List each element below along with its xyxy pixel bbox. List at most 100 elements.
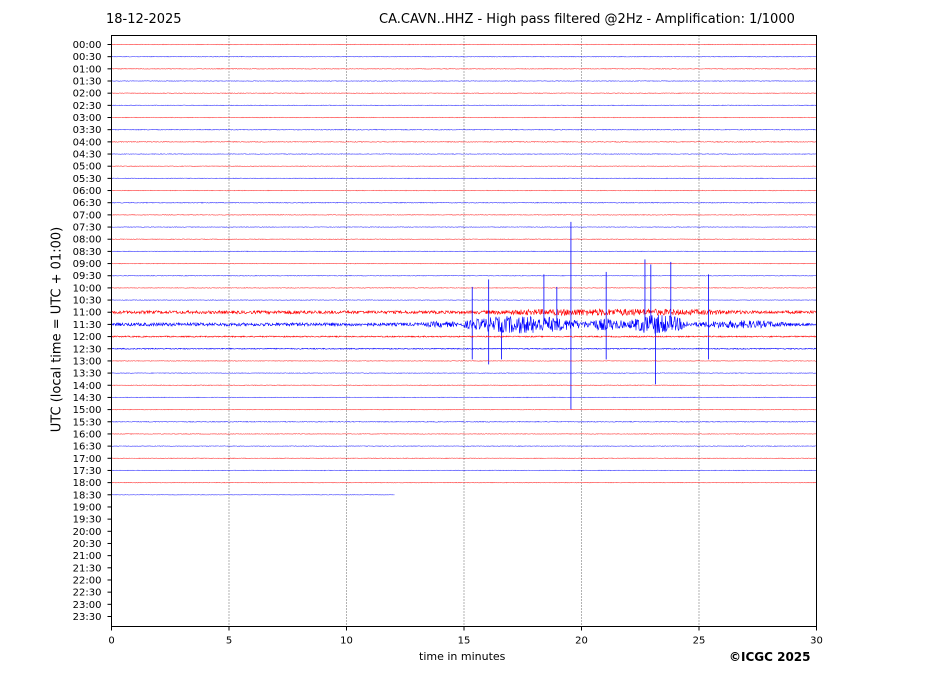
seismic-traces: [111, 43, 817, 496]
y-tick-label-11:30: 11:30: [73, 320, 102, 331]
y-tick-label-01:00: 01:00: [73, 64, 102, 75]
trace-12:00: [111, 335, 817, 338]
y-tick-label-03:00: 03:00: [73, 113, 102, 124]
y-tick-label-12:30: 12:30: [73, 344, 102, 355]
trace-16:30: [111, 445, 817, 447]
trace-01:30: [111, 80, 817, 82]
trace-04:30: [111, 153, 817, 155]
y-tick-label-20:00: 20:00: [73, 527, 102, 538]
trace-01:00: [111, 68, 817, 70]
x-axis-label: time in minutes: [419, 650, 506, 663]
y-tick-label-04:00: 04:00: [73, 137, 102, 148]
trace-14:00: [111, 384, 817, 386]
trace-06:30: [111, 201, 817, 204]
y-tick-label-06:00: 06:00: [73, 186, 102, 197]
y-tick-label-14:00: 14:00: [73, 381, 102, 392]
y-tick-label-19:00: 19:00: [73, 502, 102, 513]
trace-11:30: [111, 314, 817, 334]
y-tick-label-10:30: 10:30: [73, 296, 102, 307]
y-tick-label-22:00: 22:00: [73, 575, 102, 586]
x-tick-label-20: 20: [575, 636, 588, 647]
y-tick-label-00:00: 00:00: [73, 40, 102, 51]
trace-05:00: [111, 165, 817, 167]
trace-03:00: [111, 116, 817, 119]
trace-15:30: [111, 420, 817, 423]
y-tick-label-08:00: 08:00: [73, 235, 102, 246]
trace-02:30: [111, 104, 817, 107]
plot-frame: [111, 35, 817, 627]
y-tick-label-12:00: 12:00: [73, 332, 102, 343]
trace-13:30: [111, 372, 817, 374]
trace-04:00: [111, 140, 817, 143]
trace-14:30: [111, 396, 817, 399]
chart-date: 18-12-2025: [106, 12, 182, 27]
y-tick-label-23:00: 23:00: [73, 600, 102, 611]
trace-15:00: [111, 408, 817, 411]
x-tick-label-10: 10: [340, 636, 353, 647]
y-tick-label-02:00: 02:00: [73, 89, 102, 100]
trace-06:00: [111, 189, 817, 192]
y-tick-label-15:00: 15:00: [73, 405, 102, 416]
y-tick-label-01:30: 01:30: [73, 77, 102, 88]
y-tick-label-06:30: 06:30: [73, 198, 102, 209]
y-tick-label-17:00: 17:00: [73, 454, 102, 465]
y-tick-label-17:30: 17:30: [73, 466, 102, 477]
trace-12:30: [111, 347, 817, 350]
y-tick-label-21:00: 21:00: [73, 551, 102, 562]
trace-08:00: [111, 238, 817, 240]
trace-05:30: [111, 177, 817, 180]
y-tick-label-13:00: 13:00: [73, 356, 102, 367]
y-tick-label-09:30: 09:30: [73, 271, 102, 282]
trace-07:30: [111, 226, 817, 228]
y-tick-label-08:30: 08:30: [73, 247, 102, 258]
y-tick-label-15:30: 15:30: [73, 417, 102, 428]
copyright-notice: ©ICGC 2025: [729, 650, 811, 664]
y-tick-label-14:30: 14:30: [73, 393, 102, 404]
grid-lines: [228, 35, 700, 627]
y-tick-label-07:00: 07:00: [73, 210, 102, 221]
y-tick-label-05:30: 05:30: [73, 174, 102, 185]
trace-16:00: [111, 433, 817, 435]
y-tick-label-23:30: 23:30: [73, 612, 102, 623]
trace-18:00: [111, 481, 817, 484]
trace-17:00: [111, 457, 817, 460]
x-tick-label-25: 25: [693, 636, 706, 647]
trace-02:00: [111, 92, 817, 94]
y-tick-label-19:30: 19:30: [73, 515, 102, 526]
y-tick-label-10:00: 10:00: [73, 283, 102, 294]
trace-13:00: [111, 360, 817, 362]
y-tick-label-09:00: 09:00: [73, 259, 102, 270]
x-tick-label-30: 30: [810, 636, 823, 647]
y-tick-label-03:30: 03:30: [73, 125, 102, 136]
y-tick-label-21:30: 21:30: [73, 563, 102, 574]
trace-03:30: [111, 128, 817, 131]
y-tick-label-13:30: 13:30: [73, 369, 102, 380]
trace-08:30: [111, 250, 817, 253]
trace-09:00: [111, 262, 817, 265]
chart-title: CA.CAVN..HHZ - High pass filtered @2Hz -…: [379, 12, 795, 27]
y-tick-label-11:00: 11:00: [73, 308, 102, 319]
trace-00:00: [111, 43, 817, 46]
y-tick-label-18:30: 18:30: [73, 490, 102, 501]
trace-11:00: [111, 308, 817, 317]
y-tick-label-05:00: 05:00: [73, 162, 102, 173]
y-tick-label-02:30: 02:30: [73, 101, 102, 112]
trace-17:30: [111, 469, 817, 472]
y-tick-label-04:30: 04:30: [73, 150, 102, 161]
trace-10:00: [111, 287, 817, 289]
y-tick-label-07:30: 07:30: [73, 223, 102, 234]
y-tick-label-20:30: 20:30: [73, 539, 102, 550]
y-tick-label-16:30: 16:30: [73, 442, 102, 453]
y-tick-label-22:30: 22:30: [73, 588, 102, 599]
y-tick-label-16:00: 16:00: [73, 429, 102, 440]
y-tick-label-00:30: 00:30: [73, 52, 102, 63]
trace-10:30: [111, 299, 817, 301]
trace-00:30: [111, 55, 817, 58]
x-tick-label-5: 5: [226, 636, 232, 647]
trace-07:00: [111, 214, 817, 216]
y-tick-label-18:00: 18:00: [73, 478, 102, 489]
x-tick-label-0: 0: [108, 636, 114, 647]
x-axis-ticks: 0 5 10 15 20 25 30: [108, 626, 823, 647]
